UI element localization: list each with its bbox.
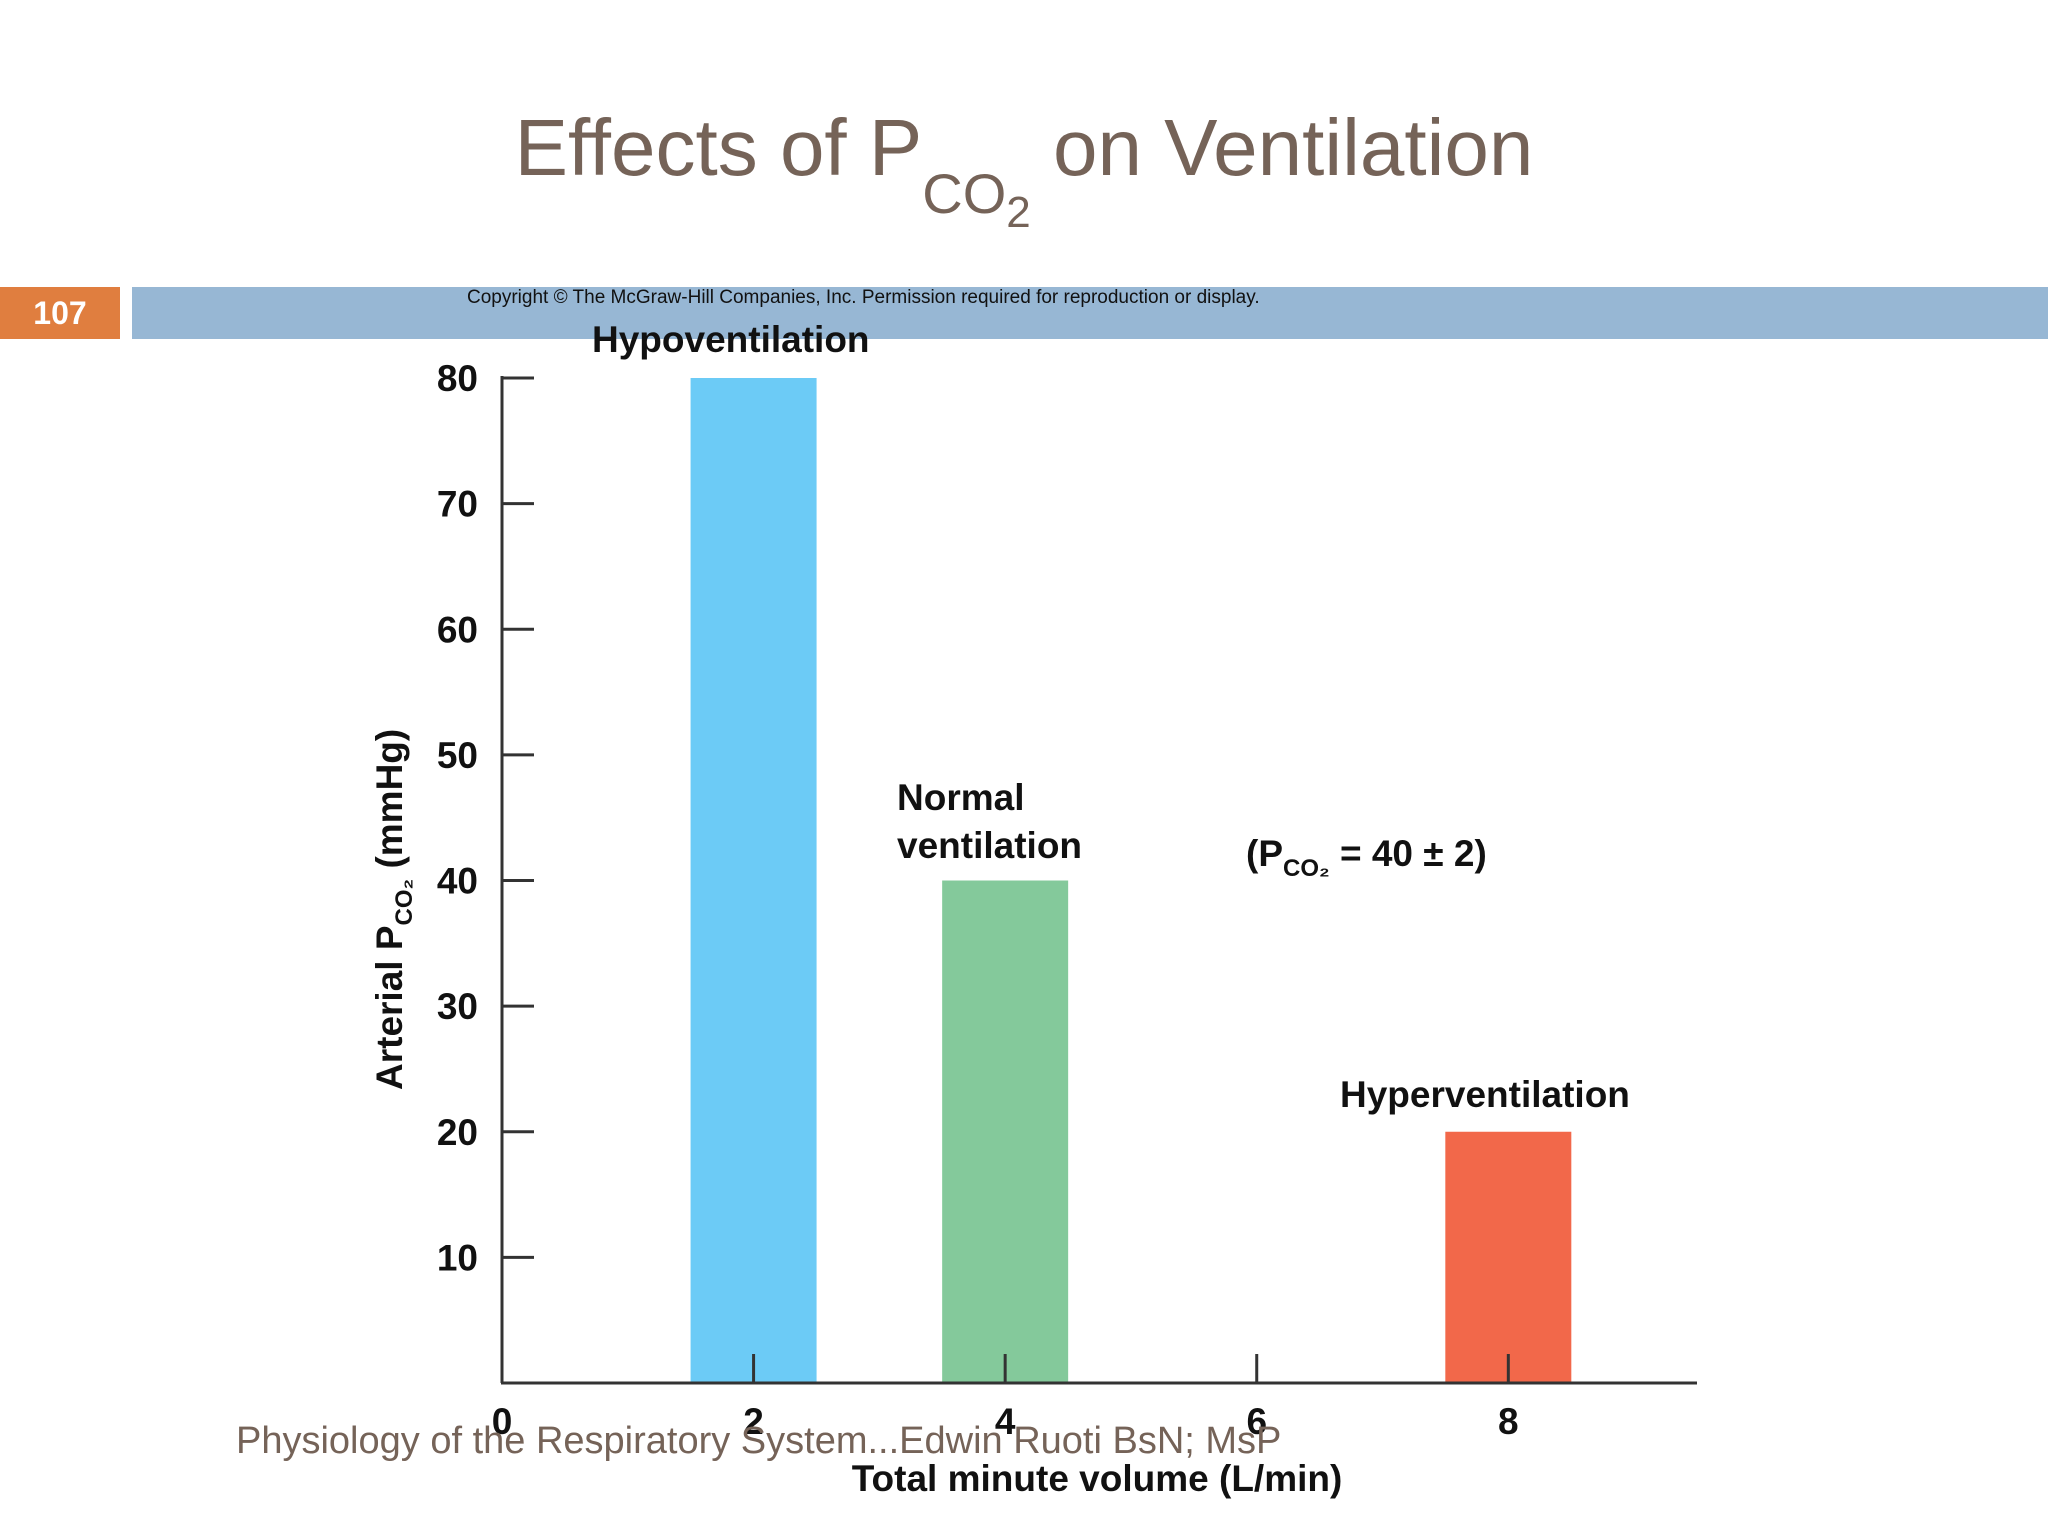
annotation-subscript: CO₂ [1283,855,1330,882]
bar-hyperventilation [1445,1131,1572,1383]
title-subscript-2: 2 [1006,188,1031,237]
y-axis-label-end: (mmHg) [369,729,410,879]
y-tick-label-80: 80 [437,358,478,399]
y-tick-label-10: 10 [437,1237,478,1278]
bar-label-normal-line1: Normal [897,777,1024,818]
ticks-layer: 10 20 30 40 50 60 70 80 0 2 4 6 8 [437,358,1519,1442]
x-tick-label-4: 4 [995,1401,1016,1442]
copyright-notice: Copyright © The McGraw-Hill Companies, I… [467,287,1260,308]
y-tick-label-40: 40 [437,861,478,902]
bar-normal-ventilation [942,880,1069,1383]
x-tick-label-2: 2 [743,1401,764,1442]
page-title: Effects of PCO2 on Ventilation [0,108,2048,235]
y-axis-label: Arterial PCO₂ (mmHg) [369,729,418,1090]
footer-text: Physiology of the Respiratory System...E… [236,1420,1282,1462]
annotation-end: = 40 ± 2) [1330,833,1487,874]
title-main: Effects of P [514,103,923,192]
x-axis-label: Total minute volume (L/min) [852,1458,1343,1499]
bars-layer [690,378,1572,1383]
title-end: on Ventilation [1030,103,1534,192]
y-axis-label-main: Arterial P [369,925,410,1090]
slide-number: 107 [33,294,87,331]
annotation-main: (P [1246,833,1283,874]
y-tick-label-50: 50 [437,735,478,776]
slide-number-badge: 107 [0,287,120,339]
bar-label-hyperventilation: Hyperventilation [1340,1074,1630,1115]
y-tick-label-60: 60 [437,609,478,650]
y-tick-label-20: 20 [437,1112,478,1153]
title-subscript: CO [922,162,1007,225]
bar-label-normal-line2: ventilation [897,825,1082,866]
pco2-annotation: (PCO₂ = 40 ± 2) [1246,833,1487,882]
bar-label-hypoventilation: Hypoventilation [592,319,870,360]
y-tick-label-30: 30 [437,986,478,1027]
y-tick-label-70: 70 [437,484,478,525]
x-tick-label-8: 8 [1498,1401,1519,1442]
x-tick-label-0: 0 [492,1401,513,1442]
bar-hypoventilation [690,378,817,1383]
header-band [132,287,2048,339]
y-axis-label-subscript: CO₂ [391,879,418,926]
x-tick-label-6: 6 [1246,1401,1267,1442]
